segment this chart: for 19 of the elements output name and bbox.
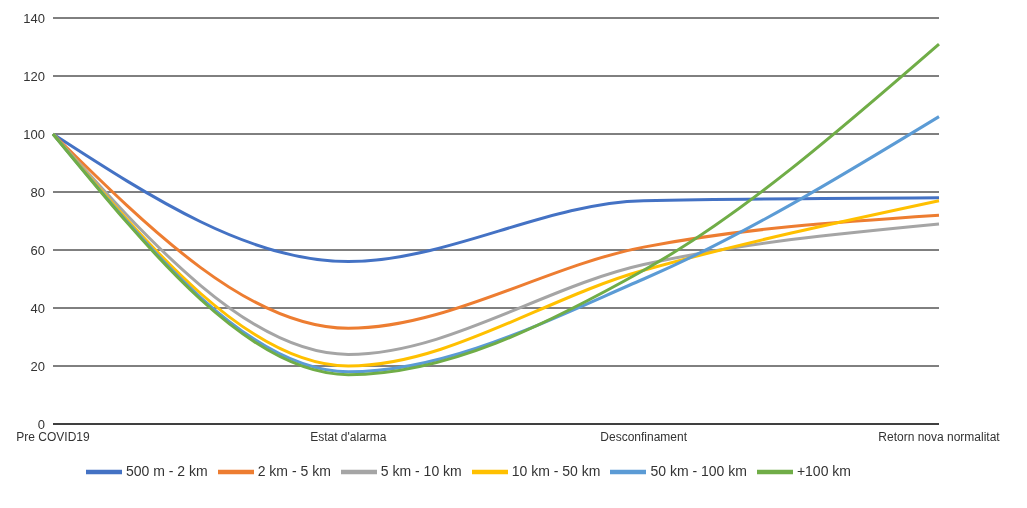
legend-label: 10 km - 50 km [511,462,601,479]
y-tick-label: 120 [23,68,45,84]
x-tick-label: Estat d'alarma [310,429,387,444]
x-tick-label: Desconfinament [600,429,688,444]
line-series [51,42,941,377]
legend-label: 5 km - 10 km [380,462,462,479]
legend-label: +100 km [796,462,851,479]
x-tick-label: Pre COVID19 [16,429,91,444]
x-tick-label: Retorn nova normalitat [878,429,1001,444]
y-tick-label: 20 [30,358,45,374]
y-tick-label: 0 [37,416,45,432]
y-tick-label: 60 [30,242,45,258]
y-tick-label: 80 [30,184,45,200]
legend-label: 50 km - 100 km [650,462,747,479]
legend-label: 2 km - 5 km [257,462,331,479]
y-tick-label: 140 [23,10,45,26]
y-tick-label: 100 [23,126,45,142]
legend-label: 500 m - 2 km [125,462,208,479]
y-tick-label: 40 [30,300,45,316]
